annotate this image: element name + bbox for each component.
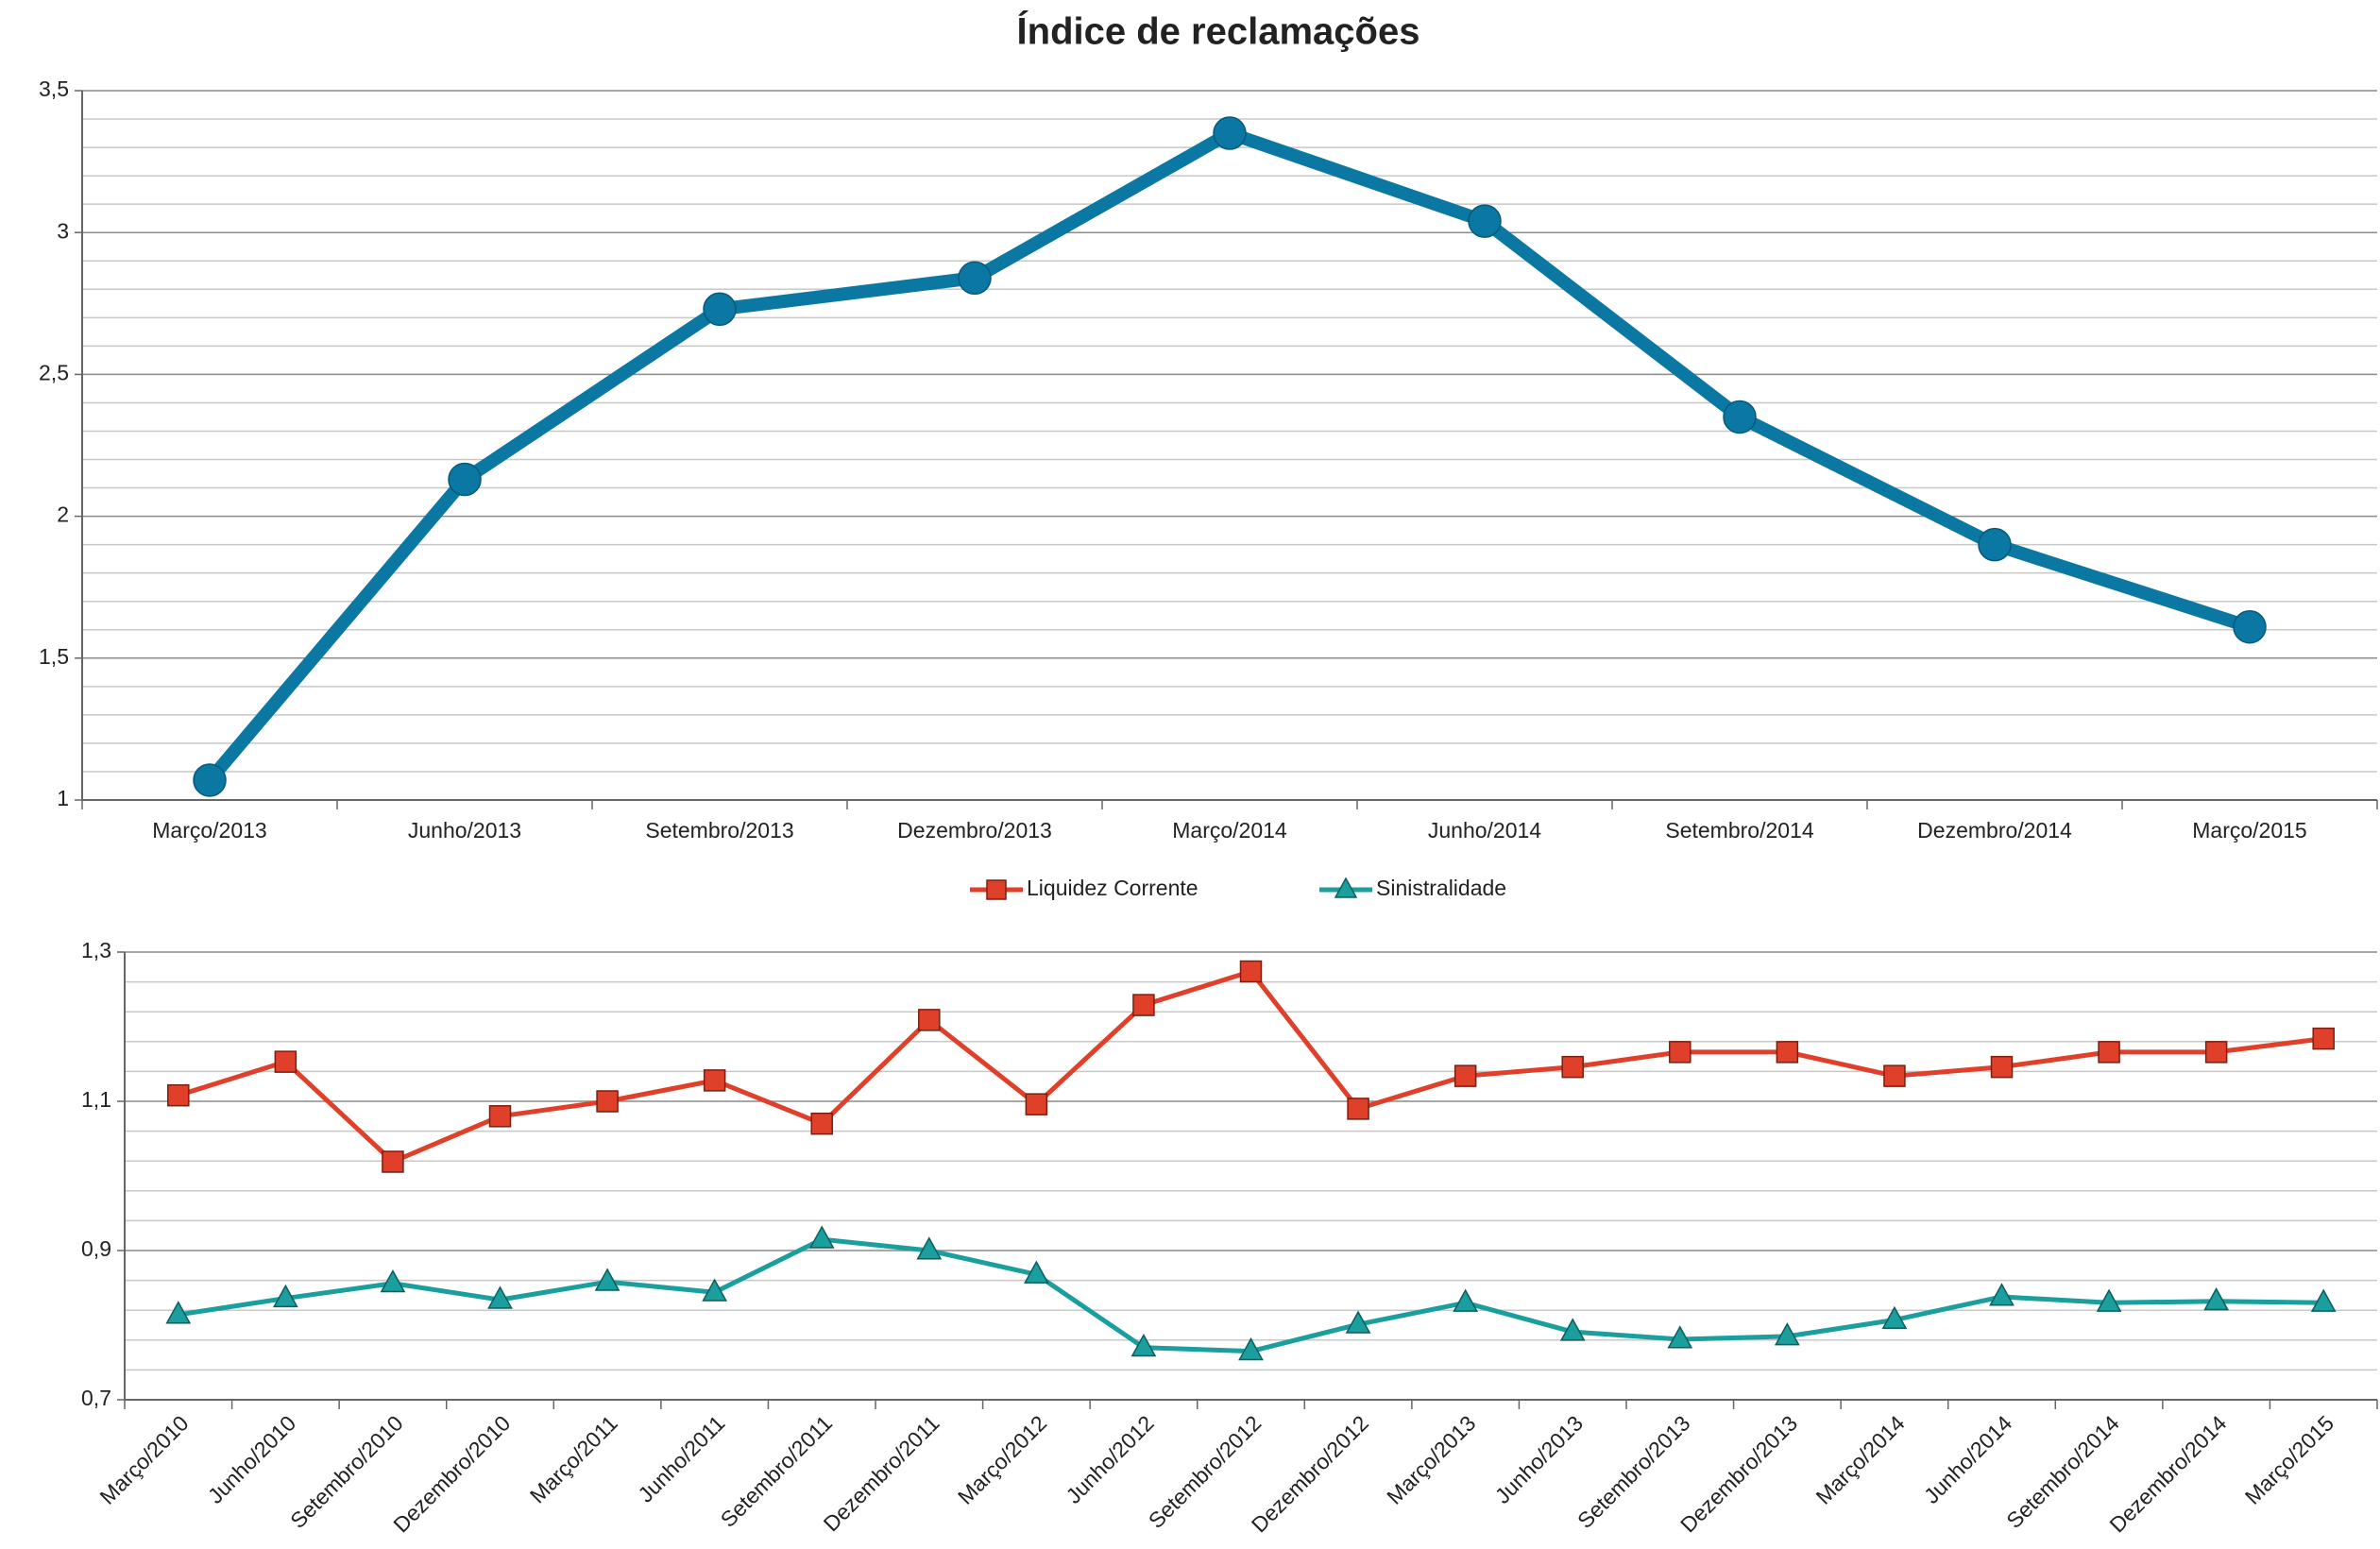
- marker: [1989, 1283, 2014, 1306]
- marker: [918, 1009, 941, 1031]
- y-tick-label: 0,9: [81, 1236, 111, 1261]
- marker: [380, 1269, 406, 1293]
- marker: [1881, 1305, 1908, 1330]
- x-tick-label: Setembro/2013: [645, 818, 793, 843]
- marker: [986, 879, 1007, 900]
- marker: [1023, 1260, 1049, 1284]
- x-tick-label: Junho/2013: [1490, 1410, 1588, 1507]
- marker: [1130, 1333, 1157, 1357]
- marker: [703, 1069, 726, 1092]
- x-tick-label: Março/2015: [2192, 818, 2306, 843]
- x-tick-label: Dezembro/2013: [897, 818, 1052, 843]
- marker: [1561, 1055, 1584, 1079]
- marker: [1667, 1325, 1693, 1349]
- legend-label: Liquidez Corrente: [1027, 876, 1198, 900]
- x-tick-label: Março/2014: [1172, 818, 1287, 843]
- marker: [958, 261, 992, 296]
- x-tick-label: Setembro/2011: [716, 1410, 837, 1531]
- x-tick-label: Março/2011: [525, 1410, 622, 1507]
- marker: [1883, 1064, 1906, 1087]
- y-tick-label: 1,3: [81, 938, 111, 962]
- x-tick-label: Setembro/2012: [1144, 1410, 1266, 1533]
- legend-label: Sinistralidade: [1376, 876, 1506, 900]
- marker: [1723, 400, 1757, 434]
- x-tick-label: Março/2013: [152, 818, 266, 843]
- marker: [2096, 1288, 2122, 1312]
- marker: [1776, 1041, 1799, 1064]
- marker: [810, 1112, 833, 1135]
- x-tick-label: Setembro/2014: [2001, 1410, 2124, 1533]
- marker: [2098, 1041, 2120, 1064]
- marker: [594, 1268, 620, 1291]
- marker: [703, 292, 737, 327]
- x-tick-label: Dezembro/2014: [2104, 1410, 2231, 1537]
- marker: [274, 1050, 298, 1073]
- x-tick-label: Setembro/2014: [1665, 818, 1813, 843]
- marker: [1669, 1041, 1692, 1064]
- marker: [272, 1284, 298, 1308]
- marker: [1347, 1098, 1369, 1120]
- marker: [1990, 1055, 2014, 1079]
- x-tick-label: Junho/2014: [1428, 818, 1541, 843]
- marker: [1132, 994, 1155, 1016]
- x-tick-label: Dezembro/2011: [819, 1410, 944, 1536]
- marker: [1238, 1336, 1264, 1361]
- marker: [2203, 1286, 2230, 1311]
- y-tick-label: 1,1: [81, 1087, 111, 1112]
- marker: [1334, 877, 1358, 898]
- marker: [487, 1285, 513, 1309]
- marker: [1774, 1322, 1800, 1346]
- x-tick-label: Dezembro/2014: [1917, 818, 2072, 843]
- x-tick-label: Dezembro/2010: [388, 1410, 515, 1537]
- y-tick-label: 3,5: [39, 77, 69, 101]
- x-tick-label: Dezembro/2013: [1675, 1410, 1802, 1537]
- marker: [165, 1301, 192, 1324]
- y-tick-label: 3: [57, 218, 69, 243]
- y-tick-label: 2: [57, 502, 69, 527]
- marker: [382, 1150, 404, 1173]
- marker: [1559, 1318, 1586, 1341]
- y-tick-label: 2,5: [39, 360, 69, 384]
- marker: [1453, 1288, 1479, 1312]
- marker: [702, 1278, 728, 1302]
- marker: [448, 462, 482, 497]
- marker: [1468, 204, 1502, 238]
- x-tick-label: Junho/2012: [1061, 1410, 1158, 1507]
- y-tick-label: 1,5: [39, 644, 69, 669]
- y-tick-label: 1: [57, 786, 69, 810]
- marker: [1239, 960, 1263, 983]
- x-tick-label: Setembro/2010: [285, 1410, 408, 1533]
- marker: [1345, 1310, 1371, 1334]
- marker: [596, 1090, 619, 1113]
- marker: [2204, 1041, 2228, 1064]
- marker: [2312, 1027, 2335, 1050]
- marker: [167, 1083, 190, 1107]
- x-tick-label: Dezembro/2012: [1247, 1410, 1373, 1537]
- x-tick-label: Março/2013: [1382, 1410, 1480, 1508]
- marker: [2233, 610, 2267, 644]
- chart-title: Índice de reclamações: [1017, 10, 1420, 53]
- marker: [1213, 116, 1247, 150]
- x-tick-label: Março/2010: [94, 1410, 193, 1508]
- series-line: [204, 127, 2252, 785]
- marker: [488, 1105, 512, 1128]
- marker: [2310, 1288, 2337, 1312]
- marker: [808, 1225, 835, 1249]
- x-tick-label: Setembro/2013: [1572, 1410, 1695, 1533]
- marker: [193, 763, 227, 797]
- x-tick-label: Junho/2014: [1919, 1410, 2017, 1508]
- x-tick-label: Março/2014: [1810, 1410, 1909, 1508]
- x-tick-label: Junho/2011: [633, 1410, 729, 1506]
- marker: [1454, 1064, 1477, 1087]
- x-tick-label: Março/2015: [2240, 1410, 2338, 1508]
- marker: [1978, 527, 2012, 562]
- x-tick-label: Junho/2013: [408, 818, 521, 843]
- x-tick-label: Junho/2010: [203, 1410, 300, 1507]
- marker: [1025, 1093, 1048, 1115]
- x-tick-label: Março/2012: [953, 1410, 1051, 1508]
- y-tick-label: 0,7: [81, 1386, 111, 1410]
- marker: [916, 1236, 943, 1260]
